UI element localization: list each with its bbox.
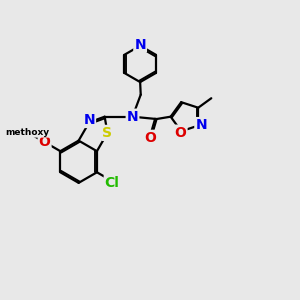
Text: O: O [175,126,187,140]
Text: S: S [103,126,112,140]
Text: methoxy: methoxy [5,128,50,137]
Text: O: O [144,131,156,145]
Text: Cl: Cl [105,176,120,190]
Text: N: N [195,118,207,132]
Text: N: N [127,110,138,124]
Text: O: O [39,135,50,149]
Text: N: N [83,113,95,127]
Text: N: N [134,38,146,52]
